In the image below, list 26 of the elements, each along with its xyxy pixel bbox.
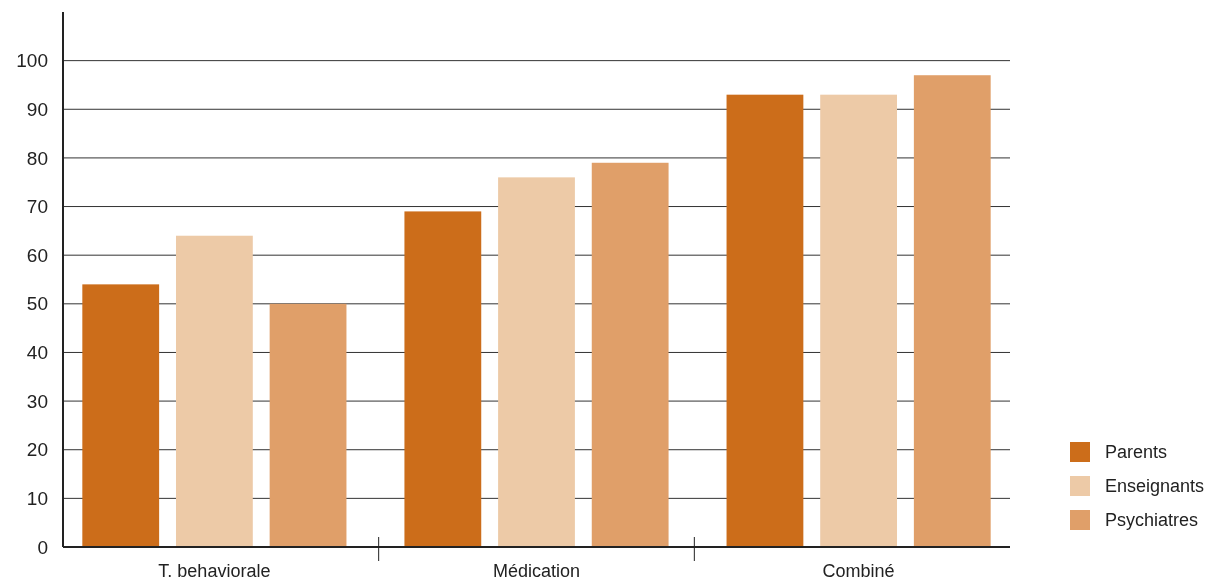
legend-label: Enseignants (1105, 476, 1205, 497)
x-tick-label: Médication (492, 561, 581, 581)
bar (498, 177, 575, 547)
y-tick-label: 70 (26, 196, 48, 218)
y-tick-label: 0 (37, 536, 48, 558)
bar (404, 211, 482, 547)
y-tick-label: 100 (16, 50, 48, 72)
bar (175, 235, 253, 547)
y-tick-label: 50 (26, 293, 48, 315)
y-tick-label: 20 (26, 439, 48, 461)
bar (913, 75, 991, 547)
bar (591, 162, 669, 547)
legend-label: Psychiatres (1105, 510, 1199, 531)
y-tick-label: 60 (26, 244, 48, 266)
bar (820, 94, 898, 547)
x-tick-label: Combiné (822, 561, 895, 581)
x-tick-label: T. behaviorale (158, 561, 271, 581)
y-tick-label: 80 (26, 147, 48, 169)
y-tick-label: 10 (26, 488, 48, 510)
y-tick-label: 90 (26, 98, 48, 120)
legend-label: Parents (1105, 442, 1168, 463)
y-tick-label: 30 (26, 390, 48, 412)
bar (726, 94, 804, 547)
bar (82, 284, 160, 547)
y-tick-label: 40 (26, 342, 48, 364)
bar (269, 303, 347, 547)
